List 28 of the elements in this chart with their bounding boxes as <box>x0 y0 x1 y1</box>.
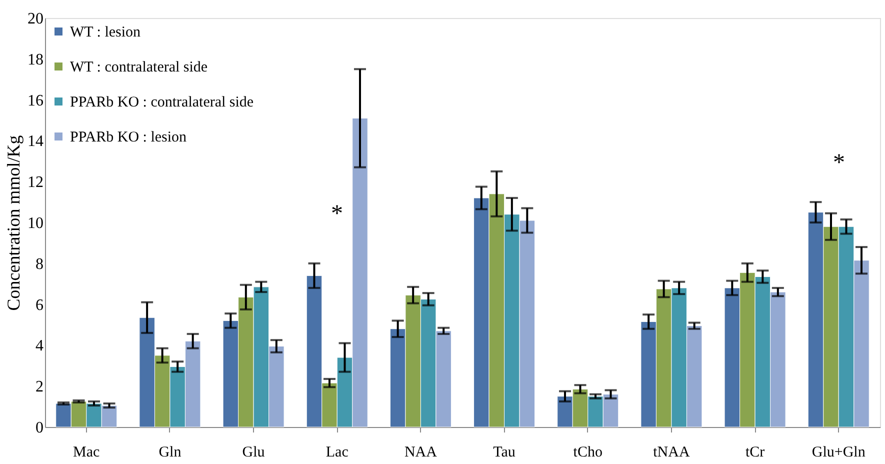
y-tick-label: 10 <box>28 215 44 232</box>
y-tick-label: 20 <box>28 10 44 28</box>
y-tick-label: 8 <box>36 256 44 273</box>
annotation: * <box>331 201 343 227</box>
y-axis-title: Concentration mmol/Kg <box>4 135 24 311</box>
y-tick-label: 4 <box>36 338 44 355</box>
legend-label: PPARb KO : lesion <box>70 130 188 146</box>
legend-label: WT : lesion <box>70 24 142 40</box>
y-tick-label: 2 <box>36 378 44 396</box>
y-tick-label: 18 <box>28 51 44 68</box>
x-tick-label: tCho <box>573 444 602 460</box>
legend-label: PPARb KO : contralateral side <box>70 94 254 110</box>
y-tick-label: 12 <box>28 174 44 192</box>
x-tick-label: Glu+Gln <box>812 444 866 460</box>
x-tick-label: NAA <box>404 444 438 460</box>
x-tick-label: Tau <box>493 444 516 460</box>
x-tick-label: Glu <box>242 444 266 460</box>
y-tick-label: 16 <box>28 92 44 110</box>
x-tick-label: tCr <box>745 444 765 460</box>
y-tick-label: 14 <box>28 133 44 150</box>
x-tick-label: Mac <box>73 444 100 460</box>
x-tick-label: tNAA <box>653 444 690 460</box>
y-tick-label: 6 <box>36 296 44 314</box>
annotation: * <box>833 150 845 176</box>
y-tick-label: 0 <box>36 420 44 436</box>
x-tick-label: Lac <box>326 444 349 460</box>
legend-label: WT : contralateral side <box>70 60 208 76</box>
x-tick-label: Gln <box>158 444 182 460</box>
